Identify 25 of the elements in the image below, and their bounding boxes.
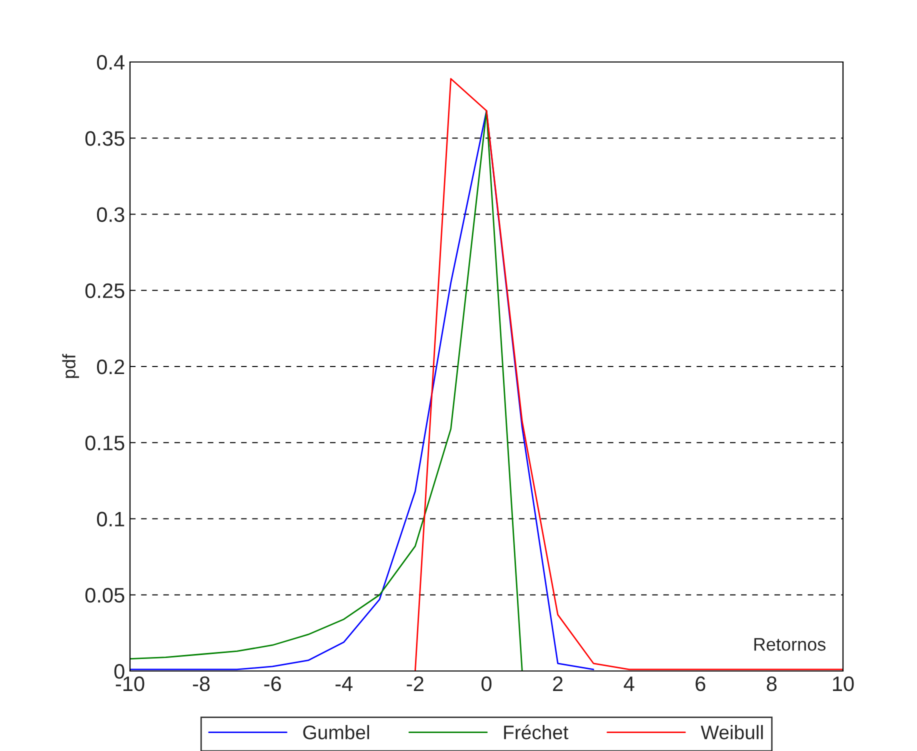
y-tick-label: 0.3 <box>96 207 124 222</box>
x-tick-label: 2 <box>553 676 563 691</box>
y-tick-label: 0.15 <box>85 436 124 450</box>
y-tick-label: 0.05 <box>85 588 124 603</box>
x-axis-title: Retornos <box>754 638 826 651</box>
x-tick-label: -4 <box>336 676 353 691</box>
y-tick-label: 0.4 <box>96 55 125 70</box>
x-tick-label: -6 <box>264 676 281 692</box>
legend-label: Gumbel <box>303 725 370 740</box>
x-tick-label: -2 <box>406 676 424 691</box>
x-tick-label: 0 <box>482 676 492 692</box>
line-series <box>414 78 843 671</box>
line-series <box>130 110 523 671</box>
legend-label: Weibull <box>700 725 763 740</box>
x-tick-label: 6 <box>696 676 706 692</box>
y-tick-label: 0.25 <box>85 283 124 298</box>
x-tick-label: 10 <box>833 676 854 692</box>
y-axis-title: pdf <box>62 354 80 378</box>
y-tick-label: 0.2 <box>96 360 124 374</box>
x-tick-label: 4 <box>624 676 634 691</box>
y-tick-label: 0.35 <box>85 131 124 146</box>
x-tick-label: -8 <box>192 676 210 692</box>
x-tick-label: 8 <box>766 676 777 692</box>
legend-label: Fréchet <box>504 724 568 740</box>
y-tick-label: 0.1 <box>96 512 124 527</box>
